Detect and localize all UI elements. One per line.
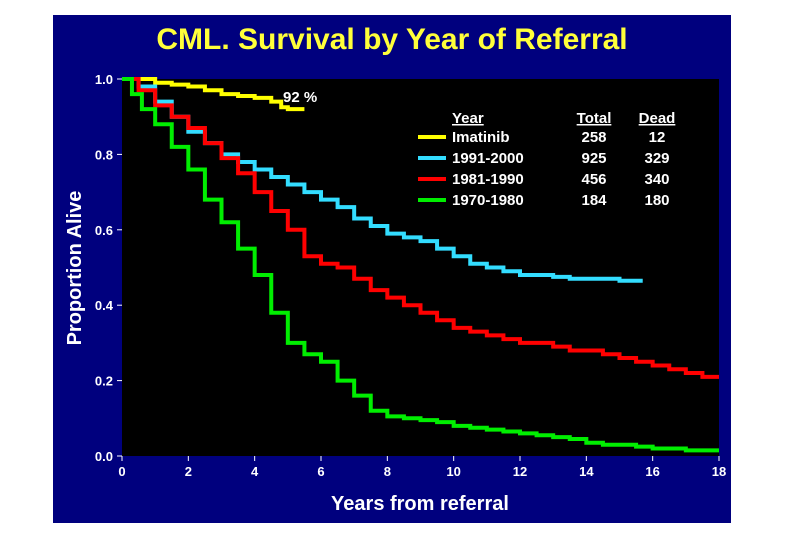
series-line-1981-1990 (122, 77, 719, 379)
x-tick-label: 2 (185, 464, 192, 479)
x-tick-label: 12 (513, 464, 527, 479)
legend-label: 1970-1980 (452, 192, 524, 209)
legend-label: Imatinib (452, 129, 510, 146)
y-axis-label: Proportion Alive (64, 191, 86, 346)
legend-total: 184 (581, 192, 607, 209)
legend-dead: 340 (644, 171, 669, 188)
x-tick-label: 4 (251, 464, 259, 479)
chart-title: CML. Survival by Year of Referral (156, 23, 628, 56)
series-line-Imatinib (122, 77, 305, 112)
x-tick-label: 8 (384, 464, 391, 479)
y-tick-label: 0.6 (95, 223, 113, 238)
legend-header-total: Total (577, 110, 612, 127)
y-tick-label: 0.0 (95, 449, 113, 464)
x-tick-label: 0 (118, 464, 125, 479)
legend: Year Total Dead Imatinib 258 12 1991-2000 925 32… (418, 110, 675, 209)
y-tick-label: 1.0 (95, 72, 113, 87)
x-tick-label: 10 (446, 464, 460, 479)
x-tick-label: 14 (579, 464, 594, 479)
legend-total: 258 (581, 129, 606, 146)
x-tick-label: 16 (645, 464, 659, 479)
y-tick-label: 0.8 (95, 147, 113, 162)
x-tick-label: 6 (317, 464, 324, 479)
y-tick-label: 0.2 (95, 374, 113, 389)
imatinib-annotation: 92 % (283, 89, 317, 106)
y-tick-label: 0.4 (95, 298, 114, 313)
x-tick-label: 18 (712, 464, 726, 479)
legend-label: 1991-2000 (452, 150, 524, 167)
legend-header-dead: Dead (639, 110, 676, 127)
series-lines (122, 77, 719, 453)
axes: 0 2 4 6 8 10 12 14 16 18 0.0 0.2 0.4 0.6 0.8 1.0 (95, 72, 726, 479)
legend-dead: 329 (644, 150, 669, 167)
series-line-1970-1980 (122, 77, 719, 453)
legend-header-year: Year (452, 110, 484, 127)
legend-total: 456 (581, 171, 606, 188)
legend-total: 925 (581, 150, 606, 167)
legend-label: 1981-1990 (452, 171, 524, 188)
legend-dead: 12 (649, 129, 666, 146)
legend-dead: 180 (644, 192, 669, 209)
x-axis-label: Years from referral (331, 493, 509, 515)
